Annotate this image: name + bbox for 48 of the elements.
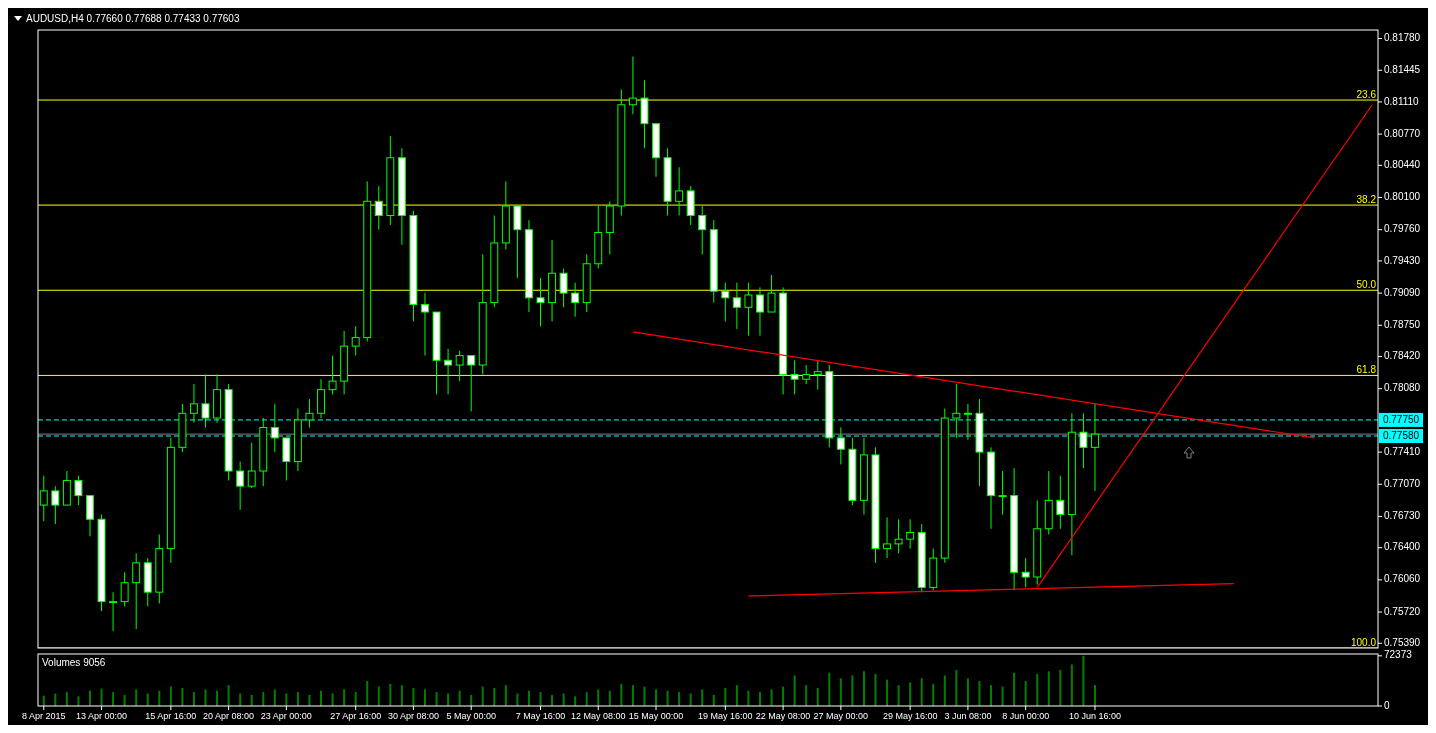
y-tick-label: 0.78420: [1384, 350, 1421, 362]
x-tick-label: 15 Apr 16:00: [145, 711, 197, 721]
ref-line-label: 0.77750: [1382, 413, 1420, 425]
x-tick-label: 12 May 08:00: [570, 711, 626, 721]
y-tick-label: 0.76400: [1384, 541, 1421, 553]
y-tick-label: 0.79430: [1384, 254, 1421, 266]
x-tick-label: 10 Jun 16:00: [1068, 711, 1122, 721]
y-tick-label: 0.78750: [1384, 318, 1421, 330]
y-tick-label: 0.79090: [1384, 286, 1421, 298]
y-tick-label: 0.77410: [1384, 445, 1421, 457]
chart-title: Volumes 9056: [42, 657, 106, 668]
x-tick-label: 5 May 00:00: [446, 711, 496, 721]
y-tick-label: 0.81445: [1384, 63, 1421, 75]
y-tick-label: 0.77070: [1384, 477, 1421, 489]
x-tick-label: 30 Apr 08:00: [387, 711, 439, 721]
ref-line-label: 0.77580: [1382, 429, 1420, 441]
y-tick-label: 0.75390: [1384, 636, 1421, 648]
annotation: 100.0: [1350, 637, 1377, 648]
x-tick-label: 22 May 08:00: [755, 711, 811, 721]
y-tick-label: 0.76730: [1384, 510, 1421, 522]
y-tick-label: 0.76060: [1384, 573, 1421, 585]
annotation: 38.2: [1356, 194, 1377, 206]
x-tick-label: 8 Jun 00:00: [1002, 711, 1050, 721]
chart-title: AUDUSD,H4 0.77660 0.77688 0.77433 0.77603: [26, 13, 240, 24]
x-tick-label: 8 Apr 2015: [22, 711, 66, 721]
y-tick-label: 0.80770: [1384, 127, 1421, 139]
x-tick-label: 3 Jun 08:00: [944, 711, 992, 721]
annotation: 50.0: [1356, 279, 1377, 291]
y-tick-label: 0.79760: [1384, 223, 1421, 235]
x-tick-label: 20 Apr 08:00: [203, 711, 255, 721]
x-tick-label: 27 Apr 16:00: [330, 711, 382, 721]
y-tick-label: 0.78080: [1384, 382, 1421, 394]
y-tick-label: 0.80100: [1384, 191, 1421, 203]
y-tick-label: 0.75720: [1384, 605, 1421, 617]
x-tick-label: 29 May 16:00: [882, 711, 938, 721]
annotation: 23.6: [1356, 89, 1377, 101]
y-tick-label: 0.81110: [1384, 95, 1420, 107]
y-tick-label: 0.81780: [1384, 32, 1421, 44]
y-tick-label: 0: [1384, 699, 1390, 711]
x-tick-label: 19 May 16:00: [698, 711, 753, 721]
x-tick-label: 27 May 00:00: [813, 711, 869, 721]
x-tick-label: 13 Apr 00:00: [76, 711, 128, 721]
annotation: 61.8: [1356, 364, 1377, 376]
y-tick-label: 0.80440: [1384, 158, 1421, 170]
y-tick-label: 72373: [1384, 649, 1413, 661]
x-tick-label: 7 May 16:00: [515, 711, 566, 721]
x-tick-label: 23 Apr 00:00: [260, 711, 312, 721]
x-tick-label: 15 May 00:00: [628, 711, 684, 721]
